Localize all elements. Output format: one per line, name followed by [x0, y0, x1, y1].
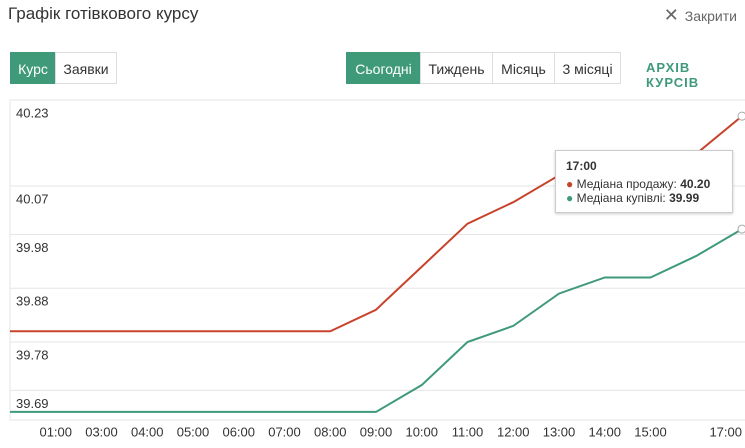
line-series	[10, 115, 743, 333]
x-tick-label: 10:00	[405, 424, 438, 439]
tooltip-label: Медіана продажу:	[576, 177, 677, 191]
x-tick-label: 04:00	[131, 424, 164, 439]
x-tick-label: 13:00	[543, 424, 576, 439]
period-tab[interactable]: 3 місяці	[554, 52, 621, 84]
tab[interactable]: Заявки	[55, 52, 117, 84]
plot-frame	[9, 99, 745, 421]
period-tab[interactable]: Сьогодні	[346, 52, 421, 84]
x-tick-label: 07:00	[268, 424, 301, 439]
x-tick-label: 12:00	[497, 424, 530, 439]
tab[interactable]: Курс	[10, 52, 56, 84]
line-series	[10, 228, 743, 413]
y-tick-label: 39.78	[16, 347, 49, 362]
x-tick-label: 17:00	[709, 424, 742, 439]
end-marker	[737, 111, 745, 121]
period-tab[interactable]: Місяць	[492, 52, 555, 84]
y-tick-label: 39.69	[16, 396, 49, 411]
tooltip-value: 39.99	[669, 191, 700, 205]
y-tick-label: 40.23	[16, 105, 49, 120]
x-tick-label: 09:00	[360, 424, 393, 439]
y-tick-label: 39.98	[16, 240, 49, 255]
archive-link[interactable]: АРХІВ КУРСІВ	[646, 60, 700, 90]
x-tick-label: 05:00	[177, 424, 210, 439]
x-tick-label: 01:00	[39, 424, 72, 439]
x-tick-label: 08:00	[314, 424, 347, 439]
y-tick-label: 40.07	[16, 191, 49, 206]
y-tick-label: 39.88	[16, 294, 49, 309]
x-tick-label: 06:00	[222, 424, 255, 439]
x-tick-label: 11:00	[452, 424, 484, 439]
tooltip-row: ● Медіана купівлі: 39.99	[566, 191, 700, 205]
close-button[interactable]: ✕ Закрити	[663, 5, 737, 25]
tooltip-title: 17:00	[566, 159, 597, 173]
tooltip-value: 40.20	[680, 177, 711, 191]
close-label: Закрити	[684, 8, 737, 24]
x-tick-label: 14:00	[588, 424, 621, 439]
x-tick-label: 03:00	[85, 424, 118, 439]
tooltip-row: ● Медіана продажу: 40.20	[566, 177, 711, 191]
period-tab[interactable]: Тиждень	[420, 52, 493, 84]
title: Графік готівкового курсу	[8, 4, 199, 23]
end-marker	[737, 224, 745, 234]
tooltip-label: Медіана купівлі:	[576, 191, 666, 205]
x-tick-label: 15:00	[634, 424, 667, 439]
tooltip: 17:00 ● Медіана продажу: 40.20 ● Медіана…	[555, 150, 733, 213]
